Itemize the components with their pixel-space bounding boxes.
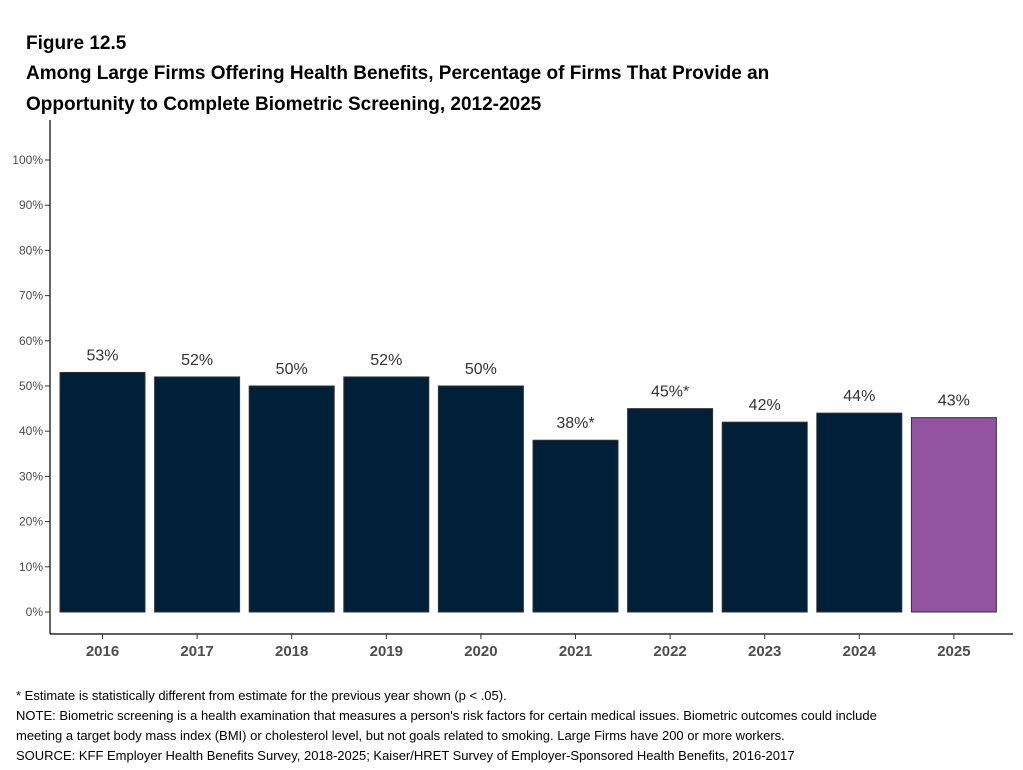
data-label-2021: 38%* [556,415,594,432]
title-block: Figure 12.5 Among Large Firms Offering H… [26,30,1006,120]
x-tick-label: 2022 [653,643,686,660]
estimate-footnote: * Estimate is statistically different fr… [16,688,507,703]
data-label-2020: 50% [465,361,497,378]
bar-chart: 0%10%20%30%40%50%60%70%80%90%100% 2016 20… [12,120,1013,660]
x-tick-label: 2023 [748,643,781,660]
x-axis: 2016 2017 2018 2019 2020 2021 2022 2023 2024 2025 [50,633,1013,660]
data-label-2017: 52% [181,352,213,369]
x-tick-label: 2020 [464,643,497,660]
x-tick-label: 2018 [275,643,308,660]
y-tick-label: 90% [19,198,43,212]
bar-2025 [910,417,997,613]
y-tick-label: 30% [19,469,43,483]
y-tick-label: 20% [19,515,43,529]
data-label-2019: 52% [370,352,402,369]
y-tick-label: 50% [19,379,43,393]
y-tick-label: 100% [12,153,43,167]
data-label-2023: 42% [749,397,781,414]
note-line-2: meeting a target body mass index (BMI) o… [16,728,785,743]
chart-title-line-1: Among Large Firms Offering Health Benefi… [26,63,770,84]
x-tick-label: 2025 [937,643,970,660]
bar-2024 [816,412,903,613]
y-tick-label: 80% [19,243,43,257]
bar-2016 [59,371,146,613]
source-note: SOURCE: KFF Employer Health Benefits Sur… [16,748,795,763]
x-tick-label: 2017 [180,643,213,660]
y-tick-label: 0% [26,605,44,619]
bar-2018 [248,385,335,613]
data-label-2025: 43% [938,393,970,410]
y-axis: 0% 10% 20% 30% 40% 50% 60% 70% 80% 90% 100% [12,120,51,634]
data-label-2024: 44% [843,388,875,405]
data-labels: 53% 52% 50% 52% 50% 38%* 45%* 42% 44% 43% [86,347,969,432]
bar-2023 [721,421,808,613]
x-tick-label: 2019 [370,643,403,660]
data-label-2016: 53% [86,347,118,364]
x-tick-label: 2024 [843,643,877,660]
bar-2020 [437,385,524,613]
data-label-2022: 45%* [651,384,689,401]
y-tick-label: 60% [19,334,43,348]
note-line-1: NOTE: Biometric screening is a health ex… [16,708,877,723]
bar-2019 [343,376,430,613]
bar-2021 [532,439,619,613]
y-tick-label: 70% [19,289,43,303]
x-tick-label: 2021 [559,643,592,660]
data-label-2018: 50% [276,361,308,378]
footnotes: * Estimate is statistically different fr… [16,686,1006,766]
y-tick-label: 10% [19,560,43,574]
bar-2017 [154,376,241,613]
y-tick-label: 40% [19,424,43,438]
x-tick-label: 2016 [86,643,119,660]
bars [59,371,997,613]
bar-2022 [627,408,714,613]
figure-label: Figure 12.5 [26,33,127,54]
chart-title-line-2: Opportunity to Complete Biometric Screen… [26,94,542,115]
